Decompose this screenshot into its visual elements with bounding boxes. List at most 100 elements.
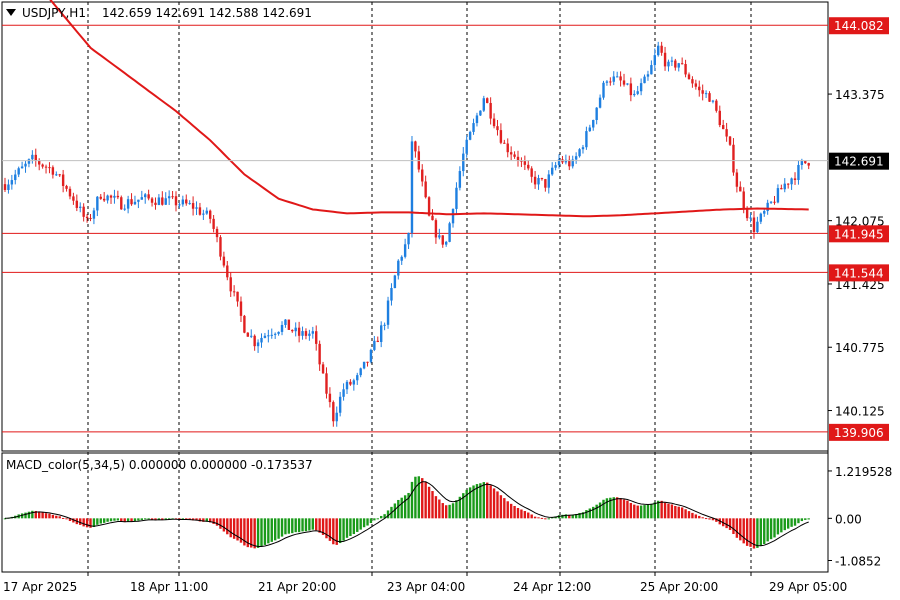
candle-body [650, 65, 653, 75]
macd-bar [181, 518, 185, 520]
macd-bar [763, 518, 766, 545]
macd-bar [34, 510, 37, 519]
candle-body [438, 235, 441, 238]
candle-body [574, 156, 578, 160]
candle-body [164, 198, 167, 205]
candle-body [786, 183, 790, 185]
candle-body [773, 201, 776, 203]
macd-bar [150, 518, 154, 520]
macd-bar [561, 514, 564, 519]
macd-bar [735, 518, 739, 538]
candle-body [236, 291, 239, 302]
macd-bar [243, 518, 246, 546]
macd-bar [403, 495, 407, 519]
dropdown-triangle-icon[interactable] [6, 9, 16, 16]
macd-bar [749, 518, 752, 547]
candle-body [212, 218, 215, 229]
macd-bar [157, 518, 161, 520]
candle-body [202, 213, 205, 215]
macd-bar [410, 481, 414, 519]
candle-body [24, 163, 27, 167]
macd-bar [424, 481, 427, 519]
candle-body [759, 213, 763, 222]
candle-body [407, 232, 410, 245]
macd-bar [588, 508, 592, 519]
macd-bar [660, 500, 663, 519]
macd-bar [725, 518, 728, 529]
candle-body [109, 195, 113, 198]
candle-body [551, 167, 554, 175]
macd-bar [31, 510, 34, 519]
candle-body [332, 402, 335, 422]
macd-bar [571, 514, 574, 519]
candle-body [769, 201, 773, 203]
candle-body [544, 179, 547, 188]
candle-body [27, 159, 31, 164]
candle-body [472, 123, 475, 132]
candle-body [393, 275, 397, 289]
vertical-grid [87, 2, 752, 572]
candle-body [421, 169, 424, 182]
price-pane-frame [1, 1, 829, 452]
macd-bar [657, 500, 660, 519]
macd-bar [407, 492, 410, 519]
macd-bar [472, 485, 475, 519]
indicator-title: MACD_color(5,34,5) 0.000000 0.000000 -0.… [6, 458, 313, 472]
candle-body [315, 331, 318, 344]
macd-bar [219, 518, 222, 529]
candle-body [790, 178, 793, 185]
macd-bar [451, 503, 455, 519]
candle-body [256, 342, 260, 347]
macd-bar [164, 518, 167, 520]
candle-body [383, 324, 386, 326]
macd-bar [99, 518, 102, 524]
macd-bar [352, 518, 356, 535]
candle-body [527, 164, 530, 169]
macd-bar [752, 518, 756, 549]
candle-body [708, 93, 711, 102]
candle-body [660, 45, 663, 53]
candle-body [492, 118, 496, 127]
candle-body [99, 196, 102, 199]
candle-body [229, 277, 232, 292]
macd-bar [448, 504, 451, 519]
macd-bar [304, 518, 308, 532]
candle-body [592, 120, 595, 128]
macd-bar [503, 498, 506, 519]
candle-body [342, 389, 345, 397]
level-tag [829, 423, 889, 441]
level-tag-label: 139.906 [834, 426, 884, 440]
macd-bar [226, 518, 229, 535]
candle-body [174, 196, 178, 206]
candle-body [622, 80, 626, 85]
current-price-tag [829, 152, 889, 170]
candle-body [800, 160, 804, 165]
macd-bar [294, 518, 297, 533]
candle-body [133, 201, 137, 205]
macd-bar [756, 518, 759, 548]
candle-body [547, 174, 550, 188]
macd-bar [680, 507, 684, 519]
candle-body [783, 183, 786, 190]
macd-bar [308, 518, 311, 531]
candle-body [578, 149, 581, 157]
macd-bar [61, 517, 65, 519]
candle-body [239, 301, 243, 316]
macd-bar [496, 491, 499, 519]
candle-body [369, 349, 373, 362]
macd-bar [232, 518, 236, 539]
macd-bar [318, 518, 321, 533]
candle-body [722, 125, 725, 130]
candle-body [48, 167, 51, 169]
candle-body [38, 160, 41, 165]
candle-body [718, 110, 721, 126]
macd-bar [486, 482, 489, 519]
candle-body [609, 81, 612, 83]
candle-body [386, 300, 390, 325]
level-tag [829, 17, 889, 35]
candle-body [670, 60, 674, 62]
macd-bar [513, 505, 516, 519]
candle-body [137, 199, 140, 202]
